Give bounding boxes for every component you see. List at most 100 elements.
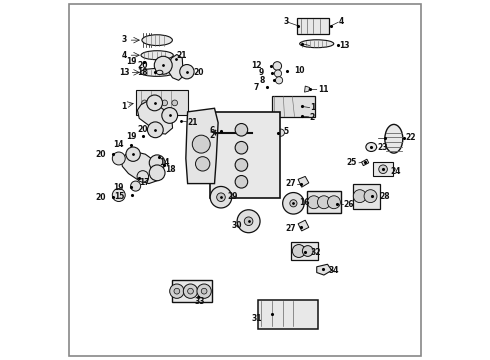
Text: 34: 34 bbox=[328, 266, 339, 275]
Text: 2: 2 bbox=[310, 113, 315, 122]
Bar bbox=[258, 300, 318, 329]
Circle shape bbox=[149, 155, 165, 171]
Text: 11: 11 bbox=[318, 85, 328, 94]
Ellipse shape bbox=[223, 129, 230, 133]
Circle shape bbox=[201, 288, 207, 294]
Circle shape bbox=[131, 181, 141, 191]
Circle shape bbox=[197, 284, 211, 298]
Text: 20: 20 bbox=[194, 68, 204, 77]
Ellipse shape bbox=[366, 143, 377, 152]
Circle shape bbox=[174, 288, 180, 294]
Circle shape bbox=[353, 190, 366, 203]
Text: 20: 20 bbox=[96, 193, 106, 202]
Circle shape bbox=[147, 122, 163, 138]
Text: 5: 5 bbox=[283, 127, 289, 136]
Circle shape bbox=[327, 196, 341, 209]
Text: 21: 21 bbox=[188, 118, 198, 127]
Text: 2: 2 bbox=[209, 131, 215, 140]
Text: 20: 20 bbox=[137, 125, 147, 134]
Polygon shape bbox=[362, 159, 368, 166]
Circle shape bbox=[275, 77, 283, 84]
Text: 21: 21 bbox=[177, 51, 187, 60]
Text: 18: 18 bbox=[166, 165, 176, 174]
Text: 16: 16 bbox=[299, 198, 309, 207]
Text: 19: 19 bbox=[113, 183, 124, 192]
Text: 33: 33 bbox=[194, 297, 205, 306]
Ellipse shape bbox=[235, 123, 247, 136]
Bar bbox=[272, 96, 315, 117]
Circle shape bbox=[160, 62, 166, 68]
Text: 8: 8 bbox=[260, 76, 265, 85]
Polygon shape bbox=[298, 220, 309, 231]
Polygon shape bbox=[137, 101, 172, 134]
Text: 12: 12 bbox=[251, 61, 262, 70]
Circle shape bbox=[318, 196, 330, 209]
Text: 22: 22 bbox=[406, 133, 416, 142]
Bar bbox=[297, 18, 329, 34]
Circle shape bbox=[302, 246, 313, 256]
Text: 28: 28 bbox=[379, 192, 390, 201]
Text: 4: 4 bbox=[339, 17, 344, 26]
Text: 19: 19 bbox=[126, 57, 137, 66]
Bar bbox=[291, 242, 318, 260]
Circle shape bbox=[277, 129, 285, 136]
Circle shape bbox=[147, 95, 163, 111]
Text: 14: 14 bbox=[113, 140, 124, 149]
Bar bbox=[136, 90, 188, 116]
Polygon shape bbox=[304, 86, 310, 92]
Text: 20: 20 bbox=[96, 150, 106, 159]
Circle shape bbox=[183, 284, 197, 298]
Circle shape bbox=[180, 64, 194, 79]
Circle shape bbox=[172, 100, 177, 106]
Text: 32: 32 bbox=[311, 248, 321, 257]
Circle shape bbox=[170, 284, 184, 298]
Ellipse shape bbox=[235, 159, 247, 171]
Ellipse shape bbox=[235, 176, 247, 188]
Polygon shape bbox=[122, 151, 161, 184]
Circle shape bbox=[293, 244, 305, 257]
Circle shape bbox=[273, 62, 282, 70]
Text: 1: 1 bbox=[122, 102, 126, 111]
Circle shape bbox=[188, 288, 194, 294]
Text: 23: 23 bbox=[378, 143, 388, 152]
Circle shape bbox=[210, 186, 232, 208]
Circle shape bbox=[152, 100, 157, 106]
Text: 29: 29 bbox=[228, 192, 238, 201]
Ellipse shape bbox=[140, 68, 174, 76]
Circle shape bbox=[137, 171, 148, 182]
Text: 4: 4 bbox=[122, 51, 126, 60]
Text: 14: 14 bbox=[159, 158, 170, 167]
Text: 17: 17 bbox=[139, 178, 150, 187]
Bar bbox=[353, 184, 380, 209]
Circle shape bbox=[245, 217, 253, 226]
Text: 27: 27 bbox=[286, 179, 296, 188]
Circle shape bbox=[290, 200, 297, 207]
Text: 10: 10 bbox=[294, 66, 305, 75]
Circle shape bbox=[379, 165, 388, 174]
Text: 26: 26 bbox=[343, 200, 354, 209]
Bar bbox=[307, 192, 341, 213]
Circle shape bbox=[162, 108, 177, 123]
Text: 30: 30 bbox=[232, 221, 242, 230]
Ellipse shape bbox=[142, 35, 172, 45]
Bar bbox=[172, 280, 212, 302]
Bar bbox=[210, 112, 280, 198]
Text: 24: 24 bbox=[390, 167, 400, 176]
Text: 1: 1 bbox=[310, 103, 316, 112]
Ellipse shape bbox=[385, 125, 403, 153]
Text: 7: 7 bbox=[254, 83, 259, 92]
Bar bbox=[373, 162, 393, 176]
Circle shape bbox=[112, 152, 125, 165]
Circle shape bbox=[112, 189, 125, 202]
Ellipse shape bbox=[141, 51, 173, 60]
Circle shape bbox=[149, 165, 165, 181]
Circle shape bbox=[217, 193, 225, 202]
Ellipse shape bbox=[300, 40, 334, 48]
Text: 3: 3 bbox=[284, 17, 289, 26]
Text: 13: 13 bbox=[339, 41, 349, 50]
Polygon shape bbox=[298, 176, 309, 187]
Text: 3: 3 bbox=[122, 35, 126, 44]
Text: 6: 6 bbox=[209, 126, 215, 135]
Text: 18: 18 bbox=[138, 68, 148, 77]
Polygon shape bbox=[317, 264, 332, 275]
